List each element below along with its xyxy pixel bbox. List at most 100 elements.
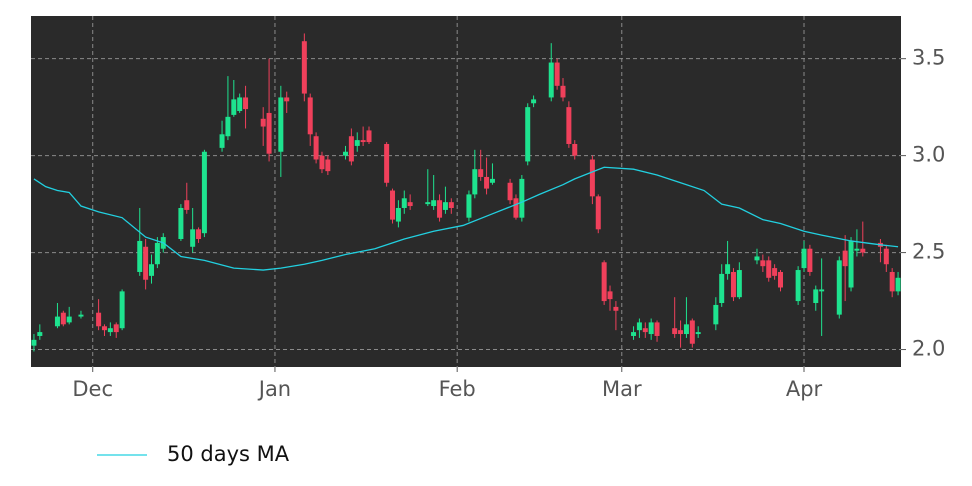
candle-body: [595, 196, 601, 230]
candle-body: [484, 176, 490, 189]
candle-body: [895, 277, 901, 292]
candle-body: [78, 314, 84, 317]
candle-body: [889, 271, 895, 292]
x-tick-label: Jan: [257, 377, 291, 401]
candle-body: [313, 136, 319, 160]
candle-body: [107, 328, 113, 333]
candle-body: [672, 328, 678, 335]
candle-body: [301, 41, 307, 94]
candle-body: [190, 229, 196, 247]
candle-body: [772, 268, 778, 276]
candle-body: [425, 202, 431, 205]
candle-body: [466, 194, 472, 218]
candle-body: [266, 112, 272, 154]
x-tick-label: Dec: [72, 377, 113, 401]
candle-body: [713, 304, 719, 325]
candle-body: [848, 240, 854, 288]
candle-body: [437, 200, 443, 218]
candle-body: [284, 97, 290, 102]
candle-body: [478, 169, 484, 177]
candle-body: [260, 118, 266, 127]
candle-body: [390, 190, 396, 220]
candle-body: [37, 332, 43, 336]
candle-body: [631, 332, 637, 336]
candle-body: [554, 62, 560, 86]
candle-body: [513, 198, 519, 218]
candle-body: [589, 159, 595, 197]
candle-body: [736, 270, 742, 298]
candle-body: [836, 260, 842, 315]
candle-body: [719, 273, 725, 304]
candle-body: [366, 130, 372, 143]
candle-body: [342, 151, 348, 156]
candle-body: [489, 178, 495, 183]
candle-body: [607, 291, 613, 300]
candle-body: [548, 62, 554, 98]
candle-body: [730, 271, 736, 298]
candle-body: [601, 262, 607, 302]
candle-body: [354, 140, 360, 146]
candle-body: [760, 260, 766, 267]
candle-body: [689, 320, 695, 344]
candle-body: [31, 339, 37, 346]
candle-body: [754, 256, 760, 261]
candle-body: [278, 97, 284, 152]
candle-body: [225, 116, 231, 137]
candle-body: [154, 242, 160, 265]
candle-body: [196, 229, 202, 240]
candle-body: [472, 169, 478, 195]
candle-body: [795, 270, 801, 302]
y-tick-label: 3.0: [912, 143, 945, 167]
x-tick-label: Apr: [786, 377, 823, 401]
candle-body: [137, 240, 143, 272]
candle-body: [237, 97, 243, 112]
candle-body: [636, 322, 642, 331]
plot-background: [31, 16, 901, 367]
candle-body: [96, 312, 102, 327]
candle-body: [766, 260, 772, 278]
candle-body: [243, 97, 249, 110]
candle-body: [307, 97, 313, 135]
candle-body: [807, 248, 813, 272]
candle-body: [231, 99, 237, 115]
candle-body: [678, 330, 684, 335]
candle-body: [401, 198, 407, 208]
candle-body: [201, 151, 207, 234]
candle-body: [149, 264, 155, 276]
candle-body: [101, 326, 107, 331]
candle-body: [507, 182, 513, 201]
candle-body: [613, 306, 619, 311]
candle-body: [325, 159, 331, 172]
candle-body: [407, 202, 413, 207]
candle-body: [525, 107, 531, 162]
candle-body: [854, 248, 860, 251]
candle-body: [54, 316, 60, 327]
candle-body: [448, 202, 454, 208]
candle-body: [860, 248, 866, 253]
candle-body: [813, 289, 819, 304]
y-tick-label: 2.5: [912, 240, 945, 264]
candle-body: [842, 250, 848, 267]
candle-body: [725, 264, 731, 274]
candle-body: [319, 155, 325, 170]
candle-body: [431, 200, 437, 207]
candle-body: [801, 248, 807, 269]
candle-body: [572, 143, 578, 156]
candle-body: [360, 140, 366, 143]
candle-body: [143, 246, 149, 280]
candle-body: [519, 178, 525, 218]
candle-body: [531, 99, 537, 104]
candle-body: [777, 271, 783, 288]
ma-line: [33, 166, 899, 271]
candle-body: [654, 322, 660, 336]
candle-body: [113, 324, 119, 333]
candle-body: [695, 332, 701, 335]
x-tick-label: Mar: [602, 377, 642, 401]
candle-body: [819, 289, 825, 292]
x-tick-label: Feb: [439, 377, 476, 401]
y-tick-label: 2.0: [912, 337, 945, 361]
candle-body: [442, 202, 448, 210]
candle-body: [178, 207, 184, 240]
candle-body: [384, 143, 390, 183]
candle-body: [683, 324, 689, 335]
